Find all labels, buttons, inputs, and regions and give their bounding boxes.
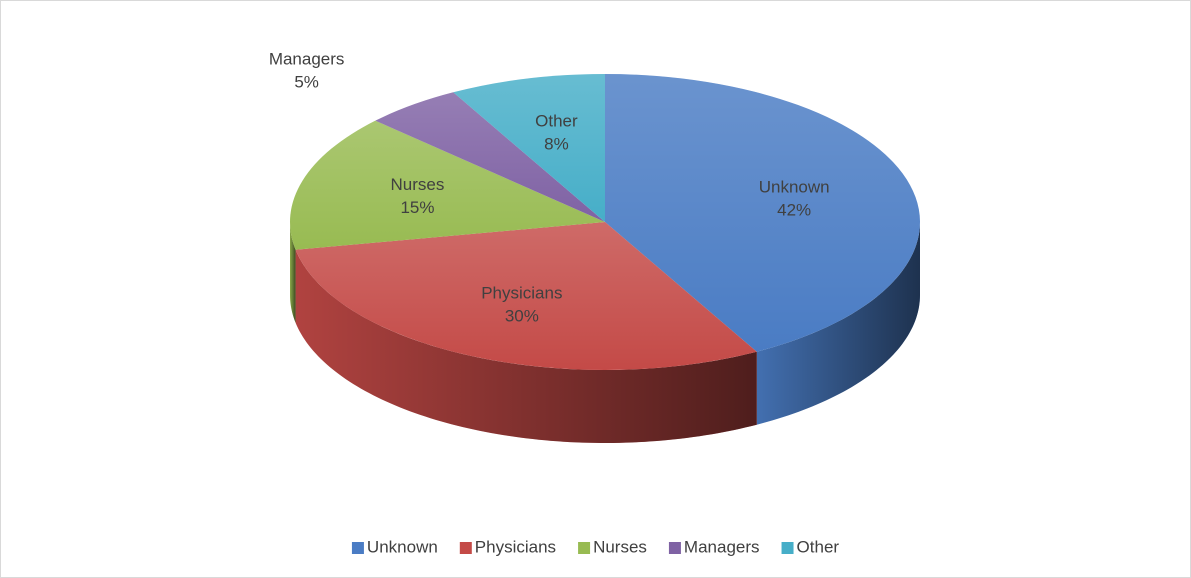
legend-swatch [459, 542, 472, 554]
slice-label-name: Physicians [481, 284, 562, 303]
slice-label-name: Managers [269, 50, 345, 69]
legend-swatch [351, 542, 364, 554]
legend-swatch [668, 542, 681, 554]
legend-swatch [781, 542, 794, 554]
slice-gloss [453, 74, 605, 222]
slice-label-value: 8% [544, 135, 569, 154]
slice-label-value: 5% [294, 73, 319, 92]
slice-side-shade [756, 222, 920, 425]
legend-label: Nurses [593, 537, 647, 556]
legend-label: Other [797, 537, 840, 556]
slice-label-name: Unknown [759, 178, 830, 197]
slice-gloss [290, 120, 605, 250]
slice-label-value: 15% [400, 198, 434, 217]
slice-label-value: 42% [777, 201, 811, 220]
slice-side-shade [290, 222, 296, 323]
slice-gloss [375, 92, 605, 222]
slice-label-name: Other [535, 112, 578, 131]
legend-label: Unknown [367, 537, 438, 556]
legend-swatch [578, 542, 591, 554]
legend-label: Managers [684, 537, 760, 556]
slice-gloss [295, 222, 757, 370]
slice-label-value: 30% [505, 307, 539, 326]
slice-side-shade [295, 249, 757, 443]
legend-label: Physicians [475, 537, 556, 556]
slice-gloss [605, 74, 921, 352]
slice-label-name: Nurses [391, 175, 445, 194]
